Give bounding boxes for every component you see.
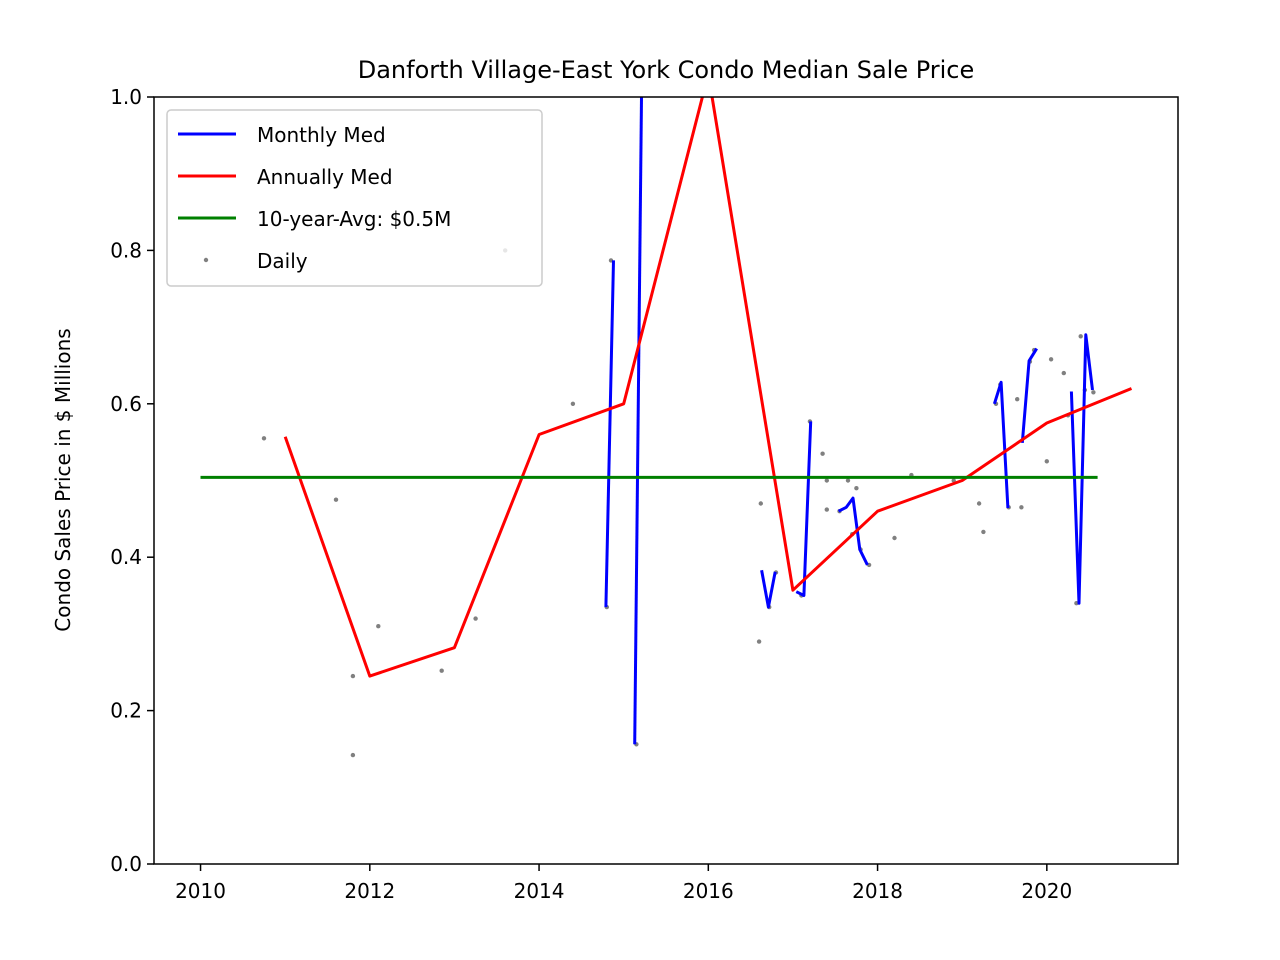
monthly-med-line: [837, 496, 869, 566]
daily-point: [333, 497, 339, 502]
legend-label-annually-med: Annually Med: [257, 165, 393, 189]
x-tick-label: 2016: [683, 879, 734, 903]
daily-point: [473, 616, 478, 621]
x-tick-label: 2020: [1021, 879, 1072, 903]
daily-point: [1019, 505, 1024, 510]
daily-point: [1078, 334, 1083, 339]
legend: Monthly Med Annually Med 10-year-Avg: $0.5…: [166, 109, 543, 287]
daily-point: [981, 529, 986, 535]
x-axis: 2010 2012 2014 2016 2018 2020: [175, 864, 1072, 903]
monthly-med-line: [1069, 333, 1094, 605]
x-tick-label: 2012: [344, 879, 395, 903]
daily-point: [976, 501, 982, 506]
monthly-med-line: [992, 380, 1010, 509]
y-tick-label: 1.0: [110, 85, 142, 109]
y-tick-label: 0.4: [110, 545, 142, 569]
daily-point: [1048, 357, 1054, 362]
monthly-med-line: [604, 260, 615, 608]
daily-point: [1044, 459, 1050, 464]
y-tick-label: 0.6: [110, 392, 142, 416]
series-monthly-med: [604, 97, 1094, 745]
legend-swatch-daily: [203, 257, 209, 263]
daily-point: [350, 673, 356, 679]
daily-point: [1015, 397, 1020, 402]
daily-point: [261, 436, 267, 441]
daily-point: [854, 486, 859, 491]
x-tick-label: 2018: [852, 879, 903, 903]
monthly-med-line: [760, 569, 777, 609]
daily-point: [824, 507, 829, 512]
monthly-med-line: [795, 421, 813, 597]
daily-point: [376, 624, 381, 629]
daily-point: [892, 535, 897, 541]
legend-frame: [166, 109, 543, 287]
legend-label-daily: Daily: [257, 249, 308, 273]
daily-point: [756, 639, 762, 644]
daily-point: [1061, 370, 1067, 376]
y-axis-label: Condo Sales Price in $ Millions: [51, 328, 75, 631]
plot-frame: [153, 96, 1179, 865]
y-tick-label: 0.8: [110, 238, 142, 262]
y-tick-label: 0.2: [110, 699, 142, 723]
chart-title: Danforth Village-East York Condo Median …: [358, 56, 975, 84]
daily-point: [570, 401, 576, 406]
daily-point: [820, 451, 825, 456]
daily-point: [758, 501, 763, 506]
monthly-med-line: [633, 97, 643, 745]
x-tick-label: 2014: [514, 879, 565, 903]
daily-point: [439, 668, 444, 673]
daily-point: [824, 478, 829, 483]
legend-label-10-year-avg-0-5m: 10-year-Avg: $0.5M: [257, 207, 451, 231]
daily-point: [1091, 390, 1096, 395]
series-layer: [200, 97, 1133, 758]
daily-point: [845, 478, 851, 483]
x-tick-label: 2010: [175, 879, 226, 903]
monthly-med-line: [1020, 347, 1038, 444]
daily-point: [350, 752, 356, 758]
y-axis: 0.0 0.2 0.4 0.6 0.8 1.0: [110, 85, 154, 876]
annually-med-line: [283, 97, 1133, 678]
y-tick-label: 0.0: [110, 852, 142, 876]
legend-label-monthly-med: Monthly Med: [257, 123, 386, 147]
